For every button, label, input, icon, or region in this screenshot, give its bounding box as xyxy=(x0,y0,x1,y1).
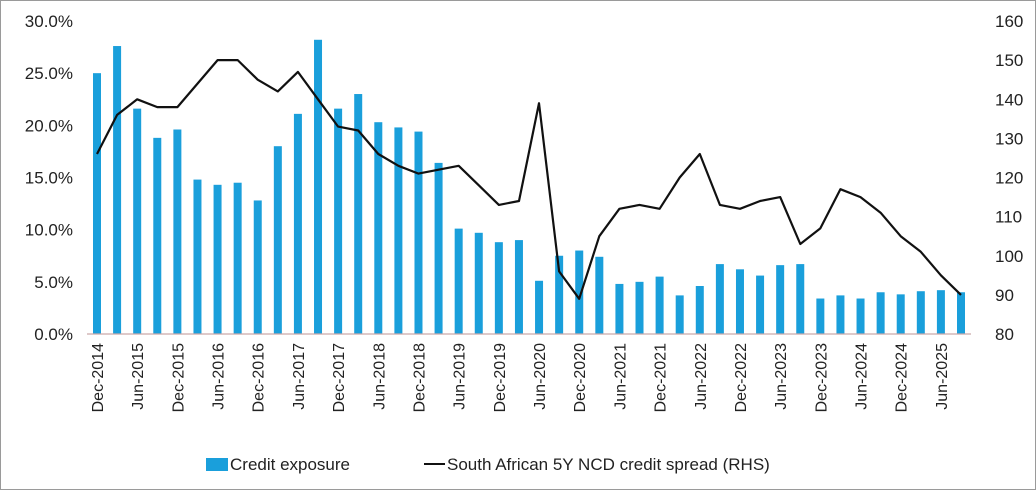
bar-credit-exposure xyxy=(555,255,564,334)
x-tick-label: Jun-2025 xyxy=(934,343,951,410)
bar-credit-exposure xyxy=(293,113,302,335)
bar-series-credit-exposure xyxy=(93,39,965,335)
bar-credit-exposure xyxy=(836,295,845,334)
y-tick-label-right: 130 xyxy=(995,129,1023,148)
x-tick-label: Jun-2021 xyxy=(612,343,629,410)
bar-credit-exposure xyxy=(193,179,202,334)
bar-credit-exposure xyxy=(635,281,644,334)
bar-credit-exposure xyxy=(334,108,343,334)
y-tick-label-left: 10.0% xyxy=(25,221,73,240)
y-tick-label-left: 25.0% xyxy=(25,64,73,83)
y-tick-label-left: 0.0% xyxy=(34,325,73,344)
bar-credit-exposure xyxy=(133,108,142,334)
y-tick-label-left: 30.0% xyxy=(25,12,73,31)
bar-credit-exposure xyxy=(675,295,684,334)
x-tick-label: Jun-2015 xyxy=(130,343,147,410)
x-tick-label: Jun-2020 xyxy=(532,343,549,410)
x-tick-label: Dec-2014 xyxy=(90,343,107,412)
x-tick-label: Dec-2017 xyxy=(331,343,348,412)
bar-credit-exposure xyxy=(394,127,403,334)
bar-credit-exposure xyxy=(153,137,162,334)
bar-credit-exposure xyxy=(253,200,262,334)
x-tick-label: Jun-2016 xyxy=(211,343,228,410)
y-tick-label-right: 90 xyxy=(995,286,1014,305)
y-tick-label-right: 100 xyxy=(995,247,1023,266)
x-tick-label: Dec-2024 xyxy=(894,343,911,412)
legend-label-credit-exposure: Credit exposure xyxy=(230,455,350,474)
x-tick-label: Dec-2016 xyxy=(251,343,268,412)
bar-credit-exposure xyxy=(816,298,825,334)
bar-credit-exposure xyxy=(655,276,664,334)
bar-credit-exposure xyxy=(93,73,101,335)
y-tick-label-right: 160 xyxy=(995,12,1023,31)
bar-credit-exposure xyxy=(535,280,544,334)
bar-credit-exposure xyxy=(273,146,282,334)
x-tick-label: Jun-2019 xyxy=(452,343,469,410)
bar-credit-exposure xyxy=(575,250,584,334)
legend: Credit exposure South African 5Y NCD cre… xyxy=(206,455,770,474)
bar-credit-exposure xyxy=(494,242,503,334)
bar-credit-exposure xyxy=(173,129,182,334)
y-tick-label-right: 150 xyxy=(995,51,1023,70)
bar-credit-exposure xyxy=(213,184,222,334)
bar-credit-exposure xyxy=(715,264,724,334)
x-tick-label: Dec-2015 xyxy=(170,343,187,412)
x-axis: Dec-2014 Jun-2015 Dec-2015 Jun-2016 Dec-2016… xyxy=(90,343,951,412)
y-tick-label-left: 5.0% xyxy=(34,273,73,292)
bar-credit-exposure xyxy=(756,275,765,334)
bar-credit-exposure xyxy=(314,39,323,334)
bar-credit-exposure xyxy=(474,232,483,334)
x-tick-label: Dec-2019 xyxy=(492,343,509,412)
bar-credit-exposure xyxy=(595,256,604,334)
bar-credit-exposure xyxy=(233,182,242,334)
x-tick-label: Jun-2023 xyxy=(773,343,790,410)
bar-credit-exposure xyxy=(374,122,383,334)
y-tick-label-left: 15.0% xyxy=(25,169,73,188)
x-tick-label: Dec-2022 xyxy=(733,343,750,412)
y-tick-label-left: 20.0% xyxy=(25,116,73,135)
bar-credit-exposure xyxy=(876,292,885,334)
x-tick-label: Dec-2021 xyxy=(653,343,670,412)
bar-credit-exposure xyxy=(695,286,704,334)
bar-credit-exposure xyxy=(113,46,122,334)
x-tick-label: Jun-2017 xyxy=(291,343,308,410)
y-tick-label-right: 120 xyxy=(995,169,1023,188)
x-tick-label: Jun-2024 xyxy=(854,343,871,410)
y-axis-left: 0.0% 5.0% 10.0% 15.0% 20.0% 25.0% 30.0% xyxy=(25,12,73,344)
bar-credit-exposure xyxy=(776,265,785,334)
x-tick-label: Jun-2022 xyxy=(693,343,710,410)
y-axis-right: 80 90 100 110 120 130 140 150 160 xyxy=(995,12,1023,344)
bar-credit-exposure xyxy=(414,131,423,334)
x-tick-label: Dec-2020 xyxy=(572,343,589,412)
bar-credit-exposure xyxy=(957,292,965,334)
bar-credit-exposure xyxy=(916,291,925,334)
bar-credit-exposure xyxy=(514,240,523,334)
bar-credit-exposure xyxy=(354,94,363,335)
legend-swatch-credit-exposure xyxy=(206,458,228,471)
y-tick-label-right: 80 xyxy=(995,325,1014,344)
y-tick-label-right: 110 xyxy=(995,208,1022,227)
bar-credit-exposure xyxy=(896,294,905,334)
bar-credit-exposure xyxy=(615,283,624,334)
bar-credit-exposure xyxy=(454,228,463,334)
line-series-ncd-spread xyxy=(96,58,962,300)
x-tick-label: Jun-2018 xyxy=(371,343,388,410)
bar-credit-exposure xyxy=(856,298,865,334)
legend-label-ncd-spread: South African 5Y NCD credit spread (RHS) xyxy=(447,455,770,474)
bar-credit-exposure xyxy=(735,269,744,334)
y-tick-label-right: 140 xyxy=(995,90,1023,109)
bar-credit-exposure xyxy=(434,162,443,334)
x-tick-label: Dec-2018 xyxy=(411,343,428,412)
x-tick-label: Dec-2023 xyxy=(813,343,830,412)
bar-credit-exposure xyxy=(936,290,945,334)
bar-credit-exposure xyxy=(796,264,805,334)
